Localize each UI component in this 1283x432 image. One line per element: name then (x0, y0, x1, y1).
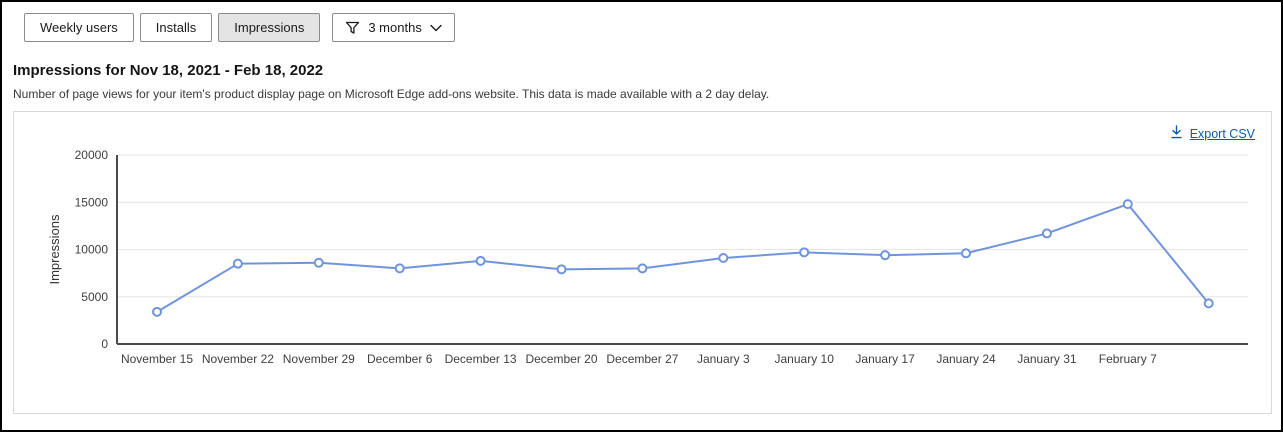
tab-installs[interactable]: Installs (139, 13, 213, 42)
x-tick-label: November 22 (202, 352, 274, 366)
tab-impressions[interactable]: Impressions (218, 13, 321, 42)
export-csv-link[interactable]: Export CSV (1170, 125, 1255, 142)
x-tick-label: January 31 (1017, 352, 1077, 366)
download-icon (1170, 125, 1183, 142)
data-point-marker (1122, 199, 1133, 210)
metric-toolbar: Weekly users Installs Impressions 3 mont… (24, 13, 1281, 42)
line-series (156, 203, 1210, 313)
export-csv-label: Export CSV (1189, 126, 1255, 141)
x-tick-label: November 15 (121, 352, 193, 366)
data-point-marker (152, 306, 162, 317)
filter-funnel-icon (345, 21, 360, 35)
y-tick-label: 5000 (81, 290, 108, 304)
y-tick-label: 10000 (75, 243, 109, 257)
x-tick-label: January 17 (855, 352, 915, 366)
page-description: Number of page views for your item's pro… (13, 87, 770, 101)
tab-weekly-users[interactable]: Weekly users (24, 13, 134, 42)
x-tick-label: December 27 (606, 352, 678, 366)
y-tick-label: 20000 (75, 148, 109, 162)
data-point-marker (475, 255, 486, 266)
chart-panel: Export CSV 0 5000 10000 15000 20000 November … (13, 111, 1272, 414)
x-tick-label: January 3 (697, 352, 750, 366)
x-tick-label: December 6 (367, 352, 433, 366)
y-axis-title: Impressions (47, 214, 62, 285)
data-point-marker (394, 263, 405, 274)
y-tick-label: 15000 (75, 195, 109, 209)
data-point-marker (880, 250, 891, 261)
data-point-marker (232, 258, 243, 269)
data-point-marker (556, 264, 567, 275)
data-point-marker (961, 248, 971, 259)
x-tick-label: December 13 (445, 352, 517, 366)
impressions-line-chart: 0 5000 10000 15000 20000 November 15 November … (47, 148, 1248, 366)
x-tick-label: November 29 (283, 352, 355, 366)
x-tick-label: January 10 (775, 352, 835, 366)
data-point-marker (313, 257, 324, 268)
y-tick-label: 0 (101, 337, 108, 351)
time-range-dropdown[interactable]: 3 months (332, 13, 455, 42)
data-point-marker (1203, 298, 1214, 309)
x-tick-label: January 24 (936, 352, 996, 366)
data-point-marker (637, 263, 648, 274)
x-tick-label: February 7 (1099, 352, 1157, 366)
x-tick-label: December 20 (525, 352, 597, 366)
data-point-marker (799, 247, 810, 258)
page-title: Impressions for Nov 18, 2021 - Feb 18, 2… (13, 62, 324, 79)
data-point-marker (1041, 228, 1052, 239)
data-point-marker (718, 253, 729, 264)
chevron-down-icon (430, 24, 442, 32)
time-range-label: 3 months (368, 20, 422, 35)
